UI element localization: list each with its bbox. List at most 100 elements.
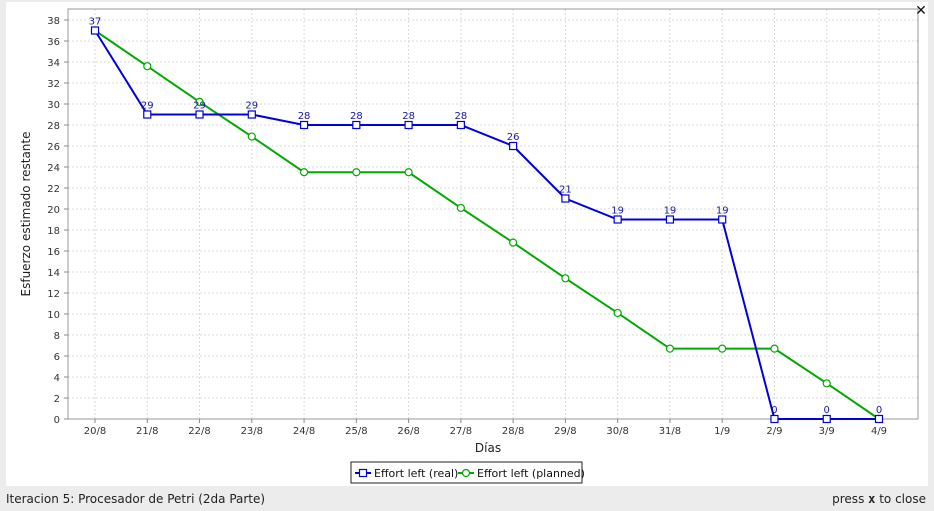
y-tick-label: 8 [54,331,60,342]
data-label: 0 [771,405,777,416]
data-point [404,120,413,130]
data-point [561,274,570,283]
data-label: 28 [402,111,415,122]
grid-lines [68,9,918,420]
x-tick-label: 21/8 [136,426,158,437]
data-point [299,120,309,130]
data-point [90,26,100,35]
data-point [247,132,256,141]
x-tick-label: 28/8 [502,426,524,437]
x-tick-label: 2/9 [766,426,782,437]
legend-item-planned: Effort left (planned) [458,467,585,480]
series-real: 37 29 29 29 28 28 28 28 26 21 19 19 19 0 0 0 [89,17,884,424]
y-tick-label: 0 [54,415,60,426]
y-tick-label: 10 [47,310,60,321]
x-tick-label: 26/8 [397,426,419,437]
data-point [665,215,675,224]
data-label: 29 [193,101,206,112]
data-point [509,238,518,247]
series-layer: 37 29 29 29 28 28 28 28 26 21 19 19 19 0 0 0 [89,17,884,424]
y-tick-label: 4 [54,373,60,384]
close-hint-prefix: press [832,492,865,506]
data-point [822,379,831,388]
data-point [247,110,256,119]
x-tick-label: 4/9 [871,426,887,437]
y-tick-label: 14 [47,268,60,279]
data-label: 29 [141,101,154,112]
y-tick-label: 38 [47,16,60,27]
data-point [456,203,465,213]
y-tick-label: 16 [47,247,60,258]
y-tick-label: 2 [54,394,60,405]
x-tick-label: 22/8 [188,426,210,437]
status-title: Iteracion 5: Procesador de Petri (2da Pa… [6,492,266,506]
data-point [456,120,465,130]
series-line [94,29,880,420]
y-axis-label: Esfuerzo estimado restante [19,132,33,297]
close-icon[interactable]: ✕ [915,3,927,19]
data-label: 28 [298,111,311,122]
data-label: 19 [611,206,624,217]
data-point [299,168,309,177]
legend-marker [358,468,368,478]
data-point [718,344,727,353]
y-tick-label: 12 [47,289,60,300]
x-tick-label: 30/8 [606,426,628,437]
x-tick-label: 31/8 [659,426,681,437]
data-point [822,414,831,424]
y-tick-label: 24 [47,163,60,174]
y-tick-label: 18 [47,226,60,237]
series-line [94,29,879,420]
x-tick-label: 27/8 [450,426,472,437]
y-tick-label: 28 [47,121,60,132]
data-point [613,215,622,224]
data-point [143,62,152,71]
data-label: 19 [664,206,677,217]
x-tick-label: 3/9 [819,426,835,437]
data-point [195,110,204,119]
data-point [770,414,779,424]
data-label: 28 [454,111,467,122]
data-label: 21 [559,185,572,196]
data-point [613,308,622,318]
data-point [561,194,570,203]
close-hint-suffix: to close [879,492,926,506]
legend-item-real: Effort left (real) [355,467,458,480]
legend-label: Effort left (planned) [477,467,585,480]
y-tick-label: 36 [47,37,60,48]
y-tick-label: 34 [47,58,60,69]
data-point [770,344,779,353]
data-label: 26 [507,132,520,143]
data-point [509,141,518,151]
data-point [404,168,413,177]
data-label: 0 [824,405,830,416]
y-tick-label: 20 [47,205,60,216]
data-label: 28 [350,111,363,122]
data-label: 0 [876,405,882,416]
y-tick-label: 22 [47,184,60,195]
data-point [352,120,361,130]
close-hint-key: x [868,492,876,506]
data-label: 29 [245,101,258,112]
y-tick-label: 26 [47,142,60,153]
x-tick-label: 24/8 [293,426,315,437]
data-point [352,168,361,177]
data-point [665,344,675,353]
status-bar: Iteracion 5: Procesador de Petri (2da Pa… [0,488,934,511]
close-hint: press x to close [832,492,926,506]
x-axis-label: Días [475,441,501,455]
plot-area-border [67,8,919,420]
y-tick-label: 6 [54,352,60,363]
x-tick-label: 23/8 [241,426,263,437]
data-label: 19 [716,206,729,217]
data-point [718,215,727,224]
x-axis-ticks: 20/8 21/8 22/8 23/8 24/8 25/8 26/8 27/8 28/8 29/8… [84,419,887,437]
legend-label: Effort left (real) [374,467,458,480]
x-tick-label: 20/8 [84,426,106,437]
legend[interactable]: Effort left (real) Effort left (planned) [350,461,585,484]
x-tick-label: 1/9 [714,426,730,437]
legend-marker [461,468,471,478]
series-planned [90,26,884,424]
